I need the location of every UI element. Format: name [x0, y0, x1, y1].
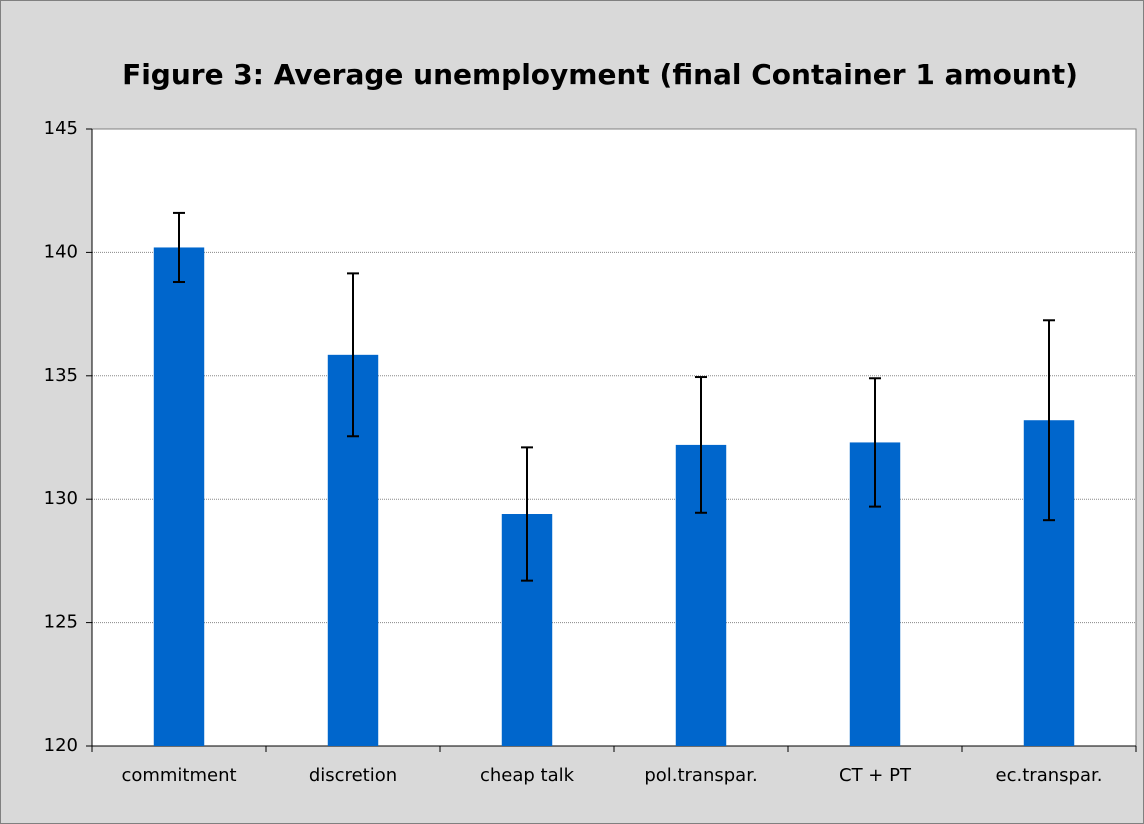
y-tick-label: 145 [44, 118, 78, 139]
plot-area [91, 128, 1137, 747]
x-tick-label: commitment [121, 765, 236, 786]
y-tick-label: 125 [44, 612, 78, 633]
chart-title: Figure 3: Average unemployment (final Co… [122, 58, 1078, 91]
y-tick-label: 140 [44, 241, 78, 262]
y-tick-label: 130 [44, 488, 78, 509]
x-tick-label: discretion [309, 765, 397, 786]
error-bar [521, 446, 533, 582]
error-bar [1043, 319, 1055, 522]
x-tick-label: cheap talk [480, 765, 575, 786]
y-tick-label: 120 [44, 735, 78, 756]
error-bar [695, 376, 707, 514]
x-tick-label: CT + PT [839, 765, 912, 786]
bar [153, 247, 205, 747]
x-tick-label: ec.transpar. [996, 765, 1103, 786]
error-bar [173, 211, 185, 284]
y-tick-label: 135 [44, 365, 78, 386]
x-tick-label: pol.transpar. [644, 765, 757, 786]
error-bar [869, 377, 881, 508]
error-bar [347, 272, 359, 438]
